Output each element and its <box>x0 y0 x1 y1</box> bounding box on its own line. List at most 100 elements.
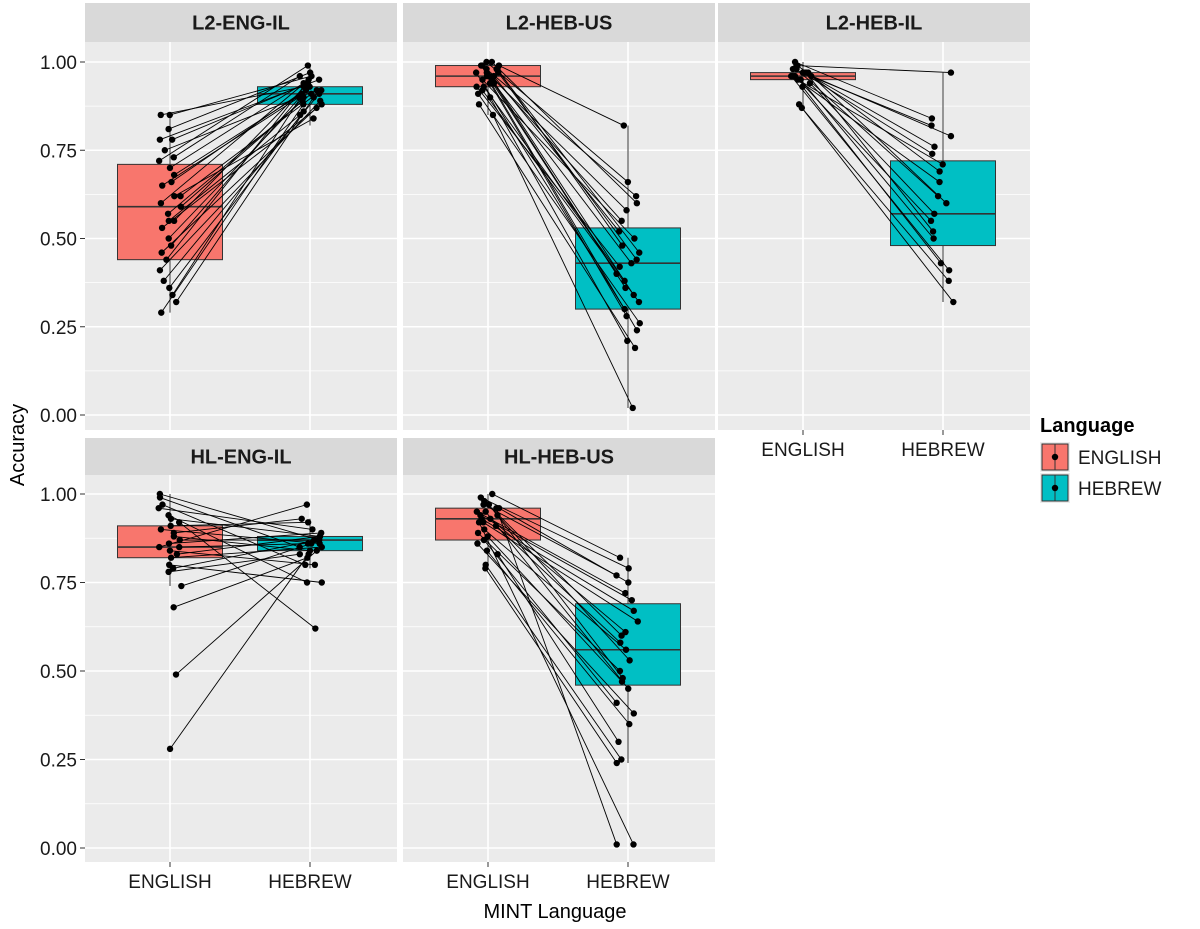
pair-line <box>176 536 321 555</box>
pair-line <box>497 72 638 260</box>
point-hebrew <box>931 143 938 150</box>
point-english <box>483 547 491 554</box>
point-english <box>494 65 501 73</box>
point-english <box>175 519 183 526</box>
pair-line <box>170 89 307 246</box>
point-hebrew <box>630 607 637 615</box>
pair-line <box>482 65 623 222</box>
pair-line <box>792 75 940 183</box>
point-hebrew <box>623 312 630 320</box>
y-tick-label: 0.25 <box>40 318 77 339</box>
point-english <box>163 256 170 263</box>
pair-line <box>803 72 952 137</box>
point-hebrew <box>296 550 304 558</box>
point-hebrew <box>625 579 632 586</box>
point-english <box>474 529 482 537</box>
point-hebrew <box>306 69 314 76</box>
point-hebrew <box>947 132 955 140</box>
strip <box>403 3 715 42</box>
pair-line <box>483 504 617 576</box>
pair-line <box>166 82 307 260</box>
point-hebrew <box>631 235 638 242</box>
point-english <box>475 101 483 108</box>
point-english <box>178 582 185 590</box>
point-hebrew <box>296 111 304 119</box>
x-tick-label: HEBREW <box>268 872 351 893</box>
point-hebrew <box>628 260 635 267</box>
point-english <box>488 58 496 66</box>
point-hebrew <box>623 207 630 214</box>
point-hebrew <box>945 277 952 285</box>
pair-line <box>168 114 301 222</box>
point-english <box>170 217 178 225</box>
point-english <box>170 529 178 537</box>
point-hebrew <box>620 122 627 129</box>
point-hebrew <box>936 178 943 186</box>
pair-line <box>168 72 311 130</box>
point-english <box>480 536 488 544</box>
pair-line <box>492 114 634 409</box>
point-english <box>173 550 181 558</box>
point-hebrew <box>318 543 325 551</box>
point-hebrew <box>619 242 626 249</box>
pair-line <box>160 79 309 204</box>
point-hebrew <box>633 327 641 334</box>
point-english <box>477 62 485 69</box>
point-english <box>165 235 172 242</box>
pair-line <box>168 553 300 573</box>
point-english <box>161 147 169 154</box>
point-hebrew <box>615 228 623 235</box>
point-hebrew <box>304 62 312 69</box>
point-hebrew <box>630 841 637 848</box>
point-hebrew <box>316 90 323 97</box>
pair-line <box>477 532 621 672</box>
pair-line <box>801 107 950 282</box>
point-english <box>165 217 173 225</box>
pair-line <box>805 72 934 232</box>
point-hebrew <box>945 267 953 274</box>
point-hebrew <box>634 618 641 625</box>
pair-line <box>495 525 621 644</box>
pair-line <box>485 511 629 689</box>
point-english <box>158 309 165 316</box>
point-hebrew <box>308 540 315 547</box>
point-hebrew <box>613 759 620 767</box>
point-hebrew <box>928 115 936 122</box>
point-hebrew <box>622 589 629 597</box>
point-english <box>494 550 501 558</box>
point-hebrew <box>931 210 938 217</box>
pair-line <box>800 79 934 239</box>
pair-line <box>485 564 622 760</box>
pair-line <box>173 75 301 158</box>
pair-line <box>173 557 308 608</box>
x-tick-label: ENGLISH <box>446 872 529 893</box>
legend-label: ENGLISH <box>1078 448 1161 469</box>
pair-line <box>492 79 635 296</box>
x-tick-label: HEBREW <box>586 872 669 893</box>
panel-title: L2-HEB-IL <box>826 13 923 35</box>
pair-line <box>168 111 305 289</box>
pair-line <box>478 104 636 349</box>
point-hebrew <box>318 579 325 586</box>
y-tick-label: 0.00 <box>40 839 77 860</box>
point-english <box>172 671 180 678</box>
point-hebrew <box>625 565 632 572</box>
pair-line <box>486 61 629 183</box>
point-english <box>157 200 165 207</box>
point-english <box>795 101 803 108</box>
strip <box>85 438 397 475</box>
pair-line <box>796 65 951 74</box>
point-hebrew <box>310 115 317 122</box>
pair-line <box>493 75 620 232</box>
legend-key-point <box>1051 484 1059 492</box>
point-english <box>473 83 480 90</box>
point-english <box>487 515 494 522</box>
point-hebrew <box>312 625 319 632</box>
point-hebrew <box>314 536 322 544</box>
pair-line <box>169 82 304 169</box>
pair-line <box>809 82 935 215</box>
point-english <box>794 62 801 69</box>
point-hebrew <box>618 756 625 763</box>
